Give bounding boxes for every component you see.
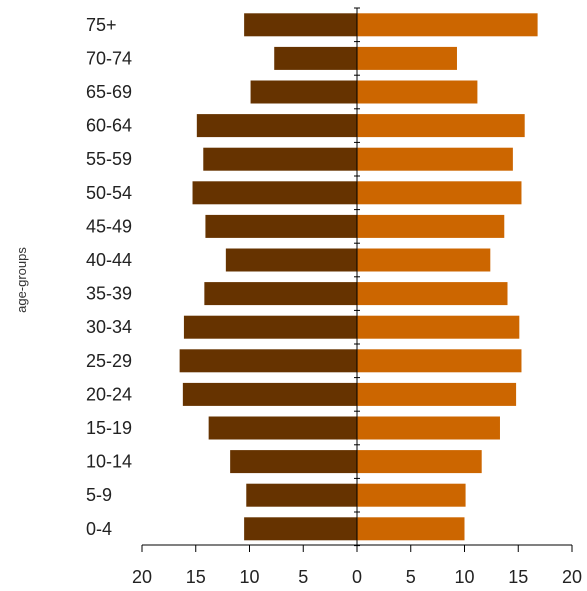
category-label-60-64: 60-64 [86,116,132,136]
category-label-25-29: 25-29 [86,351,132,371]
bar-right-40-44 [357,248,491,272]
category-label-70-74: 70-74 [86,48,132,68]
bar-right-25-29 [357,349,522,373]
category-label-5-9: 5-9 [86,485,112,505]
bar-right-70-74 [357,46,457,70]
bar-left-60-64 [196,114,357,138]
bar-left-70-74 [274,46,357,70]
x-tick-label: 20 [132,567,152,587]
bar-right-35-39 [357,282,508,306]
bar-left-30-34 [183,315,357,339]
bar-right-45-49 [357,214,505,238]
bar-left-35-39 [204,282,357,306]
bar-right-0-4 [357,517,465,541]
category-label-45-49: 45-49 [86,216,132,236]
bar-left-40-44 [225,248,357,272]
x-tick-label: 10 [454,567,474,587]
x-tick-label: 10 [239,567,259,587]
category-label-10-14: 10-14 [86,452,132,472]
bar-right-50-54 [357,181,522,205]
x-tick-label: 5 [406,567,416,587]
bar-right-30-34 [357,315,520,339]
bar-left-15-19 [208,416,357,440]
bar-right-15-19 [357,416,500,440]
category-label-30-34: 30-34 [86,317,132,337]
axes: 20 15 10 5 0 5 10 15 20 [132,7,582,587]
bar-left-45-49 [205,214,357,238]
category-label-65-69: 65-69 [86,82,132,102]
bar-right-65-69 [357,80,478,104]
bar-left-25-29 [179,349,357,373]
bar-right-10-14 [357,450,482,474]
x-tick-label: 0 [352,567,362,587]
x-tick-label: 20 [562,567,582,587]
category-label-15-19: 15-19 [86,418,132,438]
bar-right-75+ [357,13,538,37]
bar-right-55-59 [357,147,513,171]
bar-right-5-9 [357,483,466,507]
category-label-75+: 75+ [86,15,117,35]
category-label-35-39: 35-39 [86,284,132,304]
x-tick-label: 5 [298,567,308,587]
bar-left-5-9 [246,483,357,507]
y-axis-label: age-groups [14,247,29,313]
bars-group [179,13,538,541]
bar-left-10-14 [230,450,357,474]
bar-left-55-59 [203,147,357,171]
category-label-20-24: 20-24 [86,384,132,404]
category-label-50-54: 50-54 [86,183,132,203]
x-tick-label: 15 [186,567,206,587]
bar-right-60-64 [357,114,525,138]
bar-left-75+ [244,13,357,37]
category-labels: 75+ 70-74 65-69 60-64 55-59 50-54 45-49 40-44 35… [86,15,132,539]
category-label-55-59: 55-59 [86,149,132,169]
category-label-40-44: 40-44 [86,250,132,270]
bar-right-20-24 [357,382,517,406]
bar-left-20-24 [182,382,357,406]
category-label-0-4: 0-4 [86,519,112,539]
x-tick-label: 15 [508,567,528,587]
bar-left-50-54 [192,181,357,205]
bar-left-0-4 [244,517,357,541]
bar-left-65-69 [250,80,357,104]
